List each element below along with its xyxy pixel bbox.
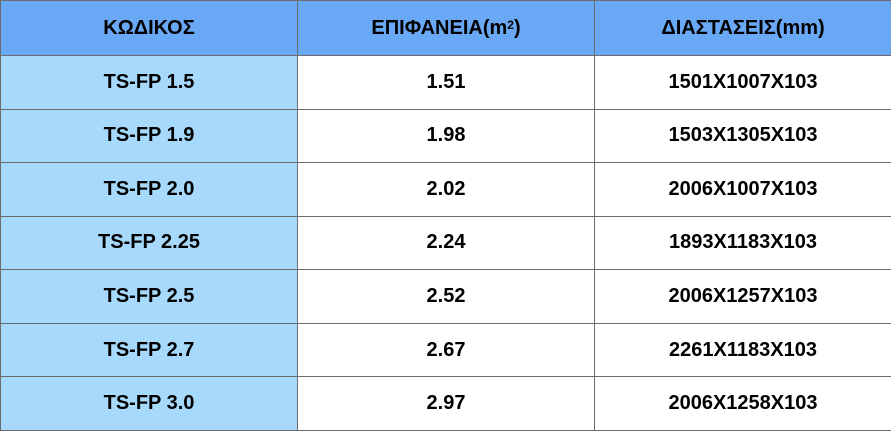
cell-area: 2.24 [297, 215, 595, 271]
table-row: TS-FP 2.5 2.52 2006X1257X103 [0, 269, 891, 324]
header-area-close: ) [513, 16, 521, 39]
cell-dimensions: 1501X1007X103 [594, 55, 891, 110]
cell-code: TS-FP 2.5 [0, 269, 298, 324]
cell-code: TS-FP 1.5 [0, 55, 298, 110]
cell-dimensions: 1503X1305X103 [594, 108, 891, 164]
table-row: TS-FP 2.0 2.02 2006X1007X103 [0, 162, 891, 217]
cell-dimensions: 2261X1183X103 [594, 322, 891, 378]
header-code: ΚΩΔΙΚΟΣ [0, 0, 298, 56]
header-row: ΚΩΔΙΚΟΣ ΕΠΙΦΑΝΕΙΑ(m2) ΔΙΑΣΤΑΣΕΙΣ(mm) [0, 0, 891, 56]
header-dimensions: ΔΙΑΣΤΑΣΕΙΣ(mm) [594, 0, 891, 56]
cell-code: TS-FP 1.9 [0, 108, 298, 164]
cell-dimensions: 2006X1258X103 [594, 376, 891, 431]
cell-area: 2.02 [297, 162, 595, 217]
table-row: TS-FP 2.7 2.67 2261X1183X103 [0, 322, 891, 378]
table-row: TS-FP 2.25 2.24 1893X1183X103 [0, 215, 891, 271]
cell-area: 2.97 [297, 376, 595, 431]
cell-code: TS-FP 3.0 [0, 376, 298, 431]
table-row: TS-FP 1.5 1.51 1501X1007X103 [0, 55, 891, 110]
cell-code: TS-FP 2.0 [0, 162, 298, 217]
table-row: TS-FP 3.0 2.97 2006X1258X103 [0, 376, 891, 431]
cell-dimensions: 2006X1257X103 [594, 269, 891, 324]
cell-area: 1.98 [297, 108, 595, 164]
table-row: TS-FP 1.9 1.98 1503X1305X103 [0, 108, 891, 164]
cell-code: TS-FP 2.7 [0, 322, 298, 378]
cell-area: 1.51 [297, 55, 595, 110]
cell-dimensions: 2006X1007X103 [594, 162, 891, 217]
cell-area: 2.67 [297, 322, 595, 378]
cell-dimensions: 1893X1183X103 [594, 215, 891, 271]
header-area: ΕΠΙΦΑΝΕΙΑ(m2) [297, 0, 595, 56]
header-area-exponent: 2 [507, 17, 514, 32]
cell-area: 2.52 [297, 269, 595, 324]
cell-code: TS-FP 2.25 [0, 215, 298, 271]
header-area-text: ΕΠΙΦΑΝΕΙΑ(m [371, 16, 508, 39]
